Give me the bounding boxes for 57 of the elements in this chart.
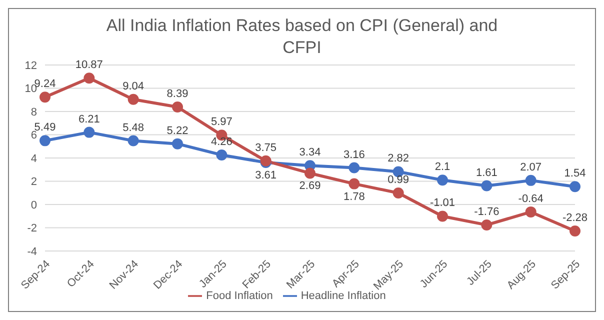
data-label: 6.21: [78, 113, 100, 126]
y-tick-label: 4: [30, 152, 37, 165]
data-label: 1.61: [476, 166, 498, 179]
point: [172, 101, 183, 112]
data-label: -0.64: [518, 192, 544, 205]
data-label: 5.48: [122, 122, 144, 134]
data-label: -2.28: [562, 212, 588, 224]
y-tick-label: 2: [30, 176, 37, 188]
y-tick-label: 10: [24, 83, 37, 96]
point: [304, 168, 316, 179]
point: [570, 181, 580, 192]
y-tick-label: -4: [27, 246, 37, 258]
point: [128, 94, 139, 105]
data-label: 2.1: [434, 161, 450, 174]
data-label: -1.76: [474, 206, 500, 218]
data-label: 1.78: [343, 190, 365, 203]
data-label: 4.26: [210, 136, 232, 148]
point: [84, 72, 95, 84]
point: [481, 180, 492, 192]
y-tick-label: 6: [30, 130, 37, 142]
data-label: 3.75: [255, 142, 277, 154]
y-tick-label: 8: [30, 106, 37, 118]
data-label: 3.34: [299, 146, 321, 159]
data-label: 0.99: [388, 174, 410, 186]
data-label: 3.16: [343, 148, 365, 161]
point: [348, 162, 360, 174]
point: [84, 126, 95, 138]
data-label: 2.82: [388, 152, 410, 165]
legend-label: Headline Inflation: [300, 290, 386, 302]
data-label: 1.54: [564, 168, 586, 180]
point: [437, 210, 448, 222]
point: [172, 138, 183, 150]
point: [392, 187, 404, 198]
data-label: 5.22: [166, 124, 188, 137]
data-label: 3.61: [255, 170, 277, 182]
data-label: 5.97: [210, 116, 232, 128]
point: [348, 178, 360, 190]
point: [570, 226, 580, 237]
data-label: 2.07: [520, 161, 542, 174]
point: [128, 135, 139, 146]
data-label: 10.87: [75, 59, 103, 72]
point: [525, 206, 536, 218]
legend-label: Food Inflation: [206, 290, 273, 302]
data-label: 9.04: [122, 80, 144, 92]
point: [40, 92, 50, 103]
point: [40, 135, 50, 146]
data-label: -1.01: [430, 197, 456, 210]
y-tick-label: 12: [24, 60, 37, 72]
point: [216, 149, 228, 160]
data-label: 8.39: [166, 88, 188, 100]
y-tick-label: 0: [30, 199, 37, 212]
point: [437, 174, 448, 186]
point: [525, 174, 536, 186]
point: [481, 219, 492, 230]
data-label: 2.69: [299, 180, 321, 192]
y-tick-label: -2: [27, 222, 37, 235]
chart-title: All India Inflation Rates based on CPI (General) and CFPI: [105, 15, 499, 59]
